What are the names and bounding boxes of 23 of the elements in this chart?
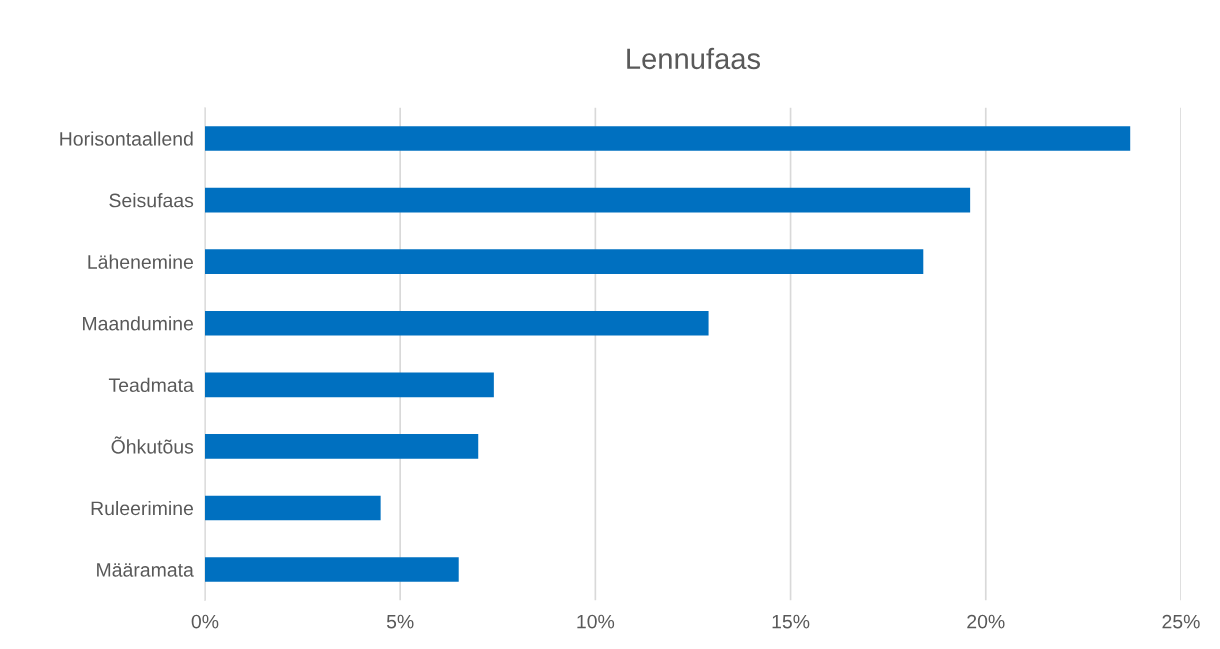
y-tick-label: Teadmata <box>108 377 194 393</box>
bar <box>204 495 381 521</box>
x-tick-label: 10% <box>577 614 615 629</box>
x-tick-label: 0% <box>191 614 219 629</box>
bar <box>204 434 479 459</box>
x-tick-label: 5% <box>386 614 414 629</box>
x-tick-label: 20% <box>967 614 1005 629</box>
x-tick-label: 25% <box>1162 614 1200 629</box>
bar <box>204 372 494 398</box>
x-tick-label: 15% <box>772 614 810 629</box>
bar <box>204 249 924 274</box>
y-tick-label: Määramata <box>97 563 194 577</box>
y-tick-label: Ruleerimine <box>91 500 193 516</box>
bar <box>204 187 971 213</box>
y-tick-label: Seisufaas <box>109 193 194 208</box>
y-tick-label: Õhkutõus <box>111 436 194 454</box>
y-tick-label: Maandumine <box>83 316 193 331</box>
chart-title: Lennufaas <box>627 47 761 70</box>
bar <box>204 126 1131 151</box>
bar <box>204 310 709 336</box>
y-tick-label: Horisontaallend <box>60 131 193 146</box>
bar <box>204 557 459 582</box>
y-tick-label: Lähenemine <box>88 254 193 269</box>
